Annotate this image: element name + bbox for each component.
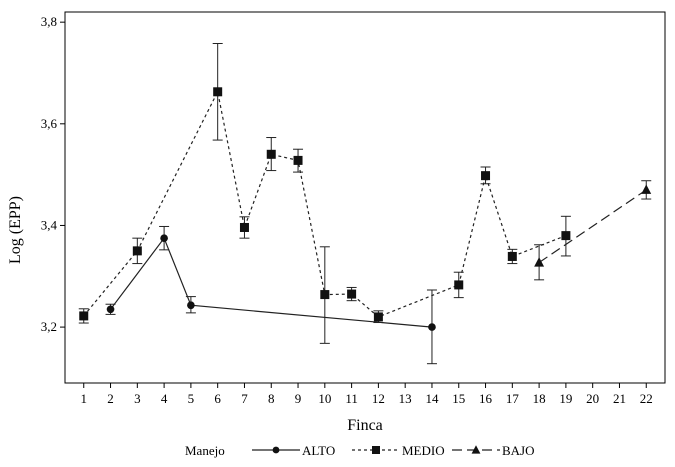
data-point-medio [373, 312, 383, 322]
x-tick-label: 18 [533, 391, 546, 406]
data-point-alto [428, 323, 436, 331]
data-point-medio [266, 149, 276, 159]
axes: 1 2 3 4 5 6 7 8 9 10 11 12 13 14 15 16 17 18 19 20 21 223,23,… [41, 11, 666, 406]
x-tick-label: 4 [161, 391, 168, 406]
x-tick-label: 1 [81, 391, 88, 406]
x-tick-label: 8 [268, 391, 275, 406]
x-tick-label: 3 [134, 391, 141, 406]
data-point-medio [347, 289, 357, 299]
legend-marker-bajo [471, 445, 481, 454]
x-tick-label: 22 [640, 391, 653, 406]
x-tick-label: 5 [188, 391, 195, 406]
series-layer [78, 43, 652, 365]
data-point-alto [187, 301, 195, 310]
x-tick-label: 21 [613, 391, 626, 406]
y-axis-title: Log (EPP) [7, 196, 24, 264]
y-tick-label: 3,8 [41, 14, 57, 29]
legend-entries: ALTO MEDIO BAJO [252, 443, 535, 458]
series-bajo [534, 180, 652, 281]
x-tick-label: 14 [425, 391, 439, 406]
x-tick-label: 13 [399, 391, 412, 406]
legend-label-alto: ALTO [302, 443, 335, 458]
x-tick-label: 19 [559, 391, 572, 406]
x-tick-label: 7 [241, 391, 248, 406]
data-point-alto [160, 234, 168, 242]
series-alto [105, 225, 437, 365]
x-tick-label: 10 [318, 391, 331, 406]
legend-label-bajo: BAJO [502, 443, 535, 458]
data-point-bajo [534, 257, 545, 267]
data-point-medio [320, 290, 330, 300]
legend: Manejo ALTO MEDIO BAJO [185, 443, 535, 458]
data-point-medio [561, 231, 571, 241]
x-tick-label: 9 [295, 391, 302, 406]
legend-label-medio: MEDIO [402, 443, 445, 458]
y-tick-label: 3,4 [41, 217, 58, 232]
x-tick-label: 20 [586, 391, 599, 406]
x-tick-label: 11 [345, 391, 358, 406]
data-point-medio [213, 87, 223, 97]
data-point-medio [79, 311, 89, 321]
series-line-bajo [538, 189, 647, 264]
x-tick-label: 6 [214, 391, 221, 406]
data-point-medio [481, 171, 491, 181]
x-tick-label: 2 [107, 391, 114, 406]
y-tick-label: 3,6 [41, 116, 58, 131]
x-tick-label: 16 [479, 391, 493, 406]
data-point-bajo [641, 184, 652, 194]
x-tick-label: 17 [506, 391, 520, 406]
x-tick-label: 15 [452, 391, 465, 406]
data-point-medio [507, 251, 517, 261]
x-tick-label: 12 [372, 391, 385, 406]
y-tick-label: 3,2 [41, 319, 57, 334]
data-point-alto [106, 305, 115, 314]
series-medio [78, 43, 571, 344]
legend-title: Manejo [185, 443, 225, 458]
data-point-medio [293, 155, 303, 165]
data-point-medio [239, 222, 249, 232]
data-point-medio [132, 246, 142, 256]
series-line-alto [110, 236, 433, 328]
x-axis-title: Finca [347, 417, 383, 434]
legend-marker-alto [272, 446, 280, 454]
plot-frame [64, 11, 666, 384]
legend-marker-medio [372, 446, 380, 454]
data-point-medio [454, 280, 464, 290]
